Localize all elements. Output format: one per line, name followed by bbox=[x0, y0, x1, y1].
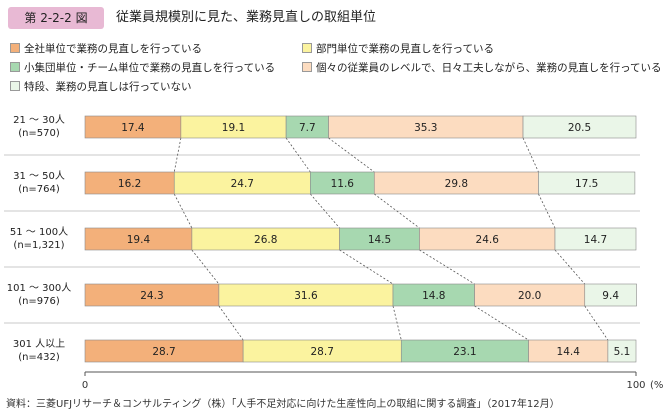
data-label: 11.6 bbox=[331, 178, 355, 190]
data-label: 20.5 bbox=[568, 122, 591, 134]
connector-line bbox=[173, 137, 182, 173]
connector-line bbox=[339, 249, 394, 285]
legend-label: 小集団単位・チーム単位で業務の見直しを行っている bbox=[24, 62, 276, 74]
connector-line bbox=[191, 249, 220, 285]
row-label-line: (n=570) bbox=[18, 128, 60, 139]
connector-line bbox=[554, 249, 586, 285]
figure-number-badge: 第 2-2-2 図 bbox=[8, 7, 104, 29]
data-label: 14.7 bbox=[584, 234, 607, 246]
data-label: 19.1 bbox=[222, 122, 245, 134]
data-label: 35.3 bbox=[414, 122, 437, 134]
legend-item: 全社単位で業務の見直しを行っている bbox=[10, 42, 202, 56]
legend-swatch bbox=[10, 81, 20, 91]
legend-item: 小集団単位・チーム単位で業務の見直しを行っている bbox=[10, 61, 275, 75]
legend-item: 個々の従業員のレベルで、日々工夫しながら、業務の見直しを行っている bbox=[302, 61, 662, 75]
connector-line bbox=[419, 249, 475, 285]
row-label-line: 31 〜 50人 bbox=[13, 171, 65, 182]
legend-label: 特段、業務の見直しは行っていない bbox=[24, 81, 192, 93]
legend-label: 全社単位で業務の見直しを行っている bbox=[24, 43, 202, 55]
data-label: 9.4 bbox=[602, 290, 619, 302]
data-label: 24.3 bbox=[140, 290, 163, 302]
connector-line bbox=[474, 305, 529, 341]
connector-line bbox=[328, 137, 375, 173]
legend-label: 部門単位で業務の見直しを行っている bbox=[316, 43, 494, 55]
bar-segment bbox=[584, 283, 637, 307]
legend-label: 個々の従業員のレベルで、日々工夫しながら、業務の見直しを行っている bbox=[316, 62, 662, 74]
source-note: 資料：三菱UFJリサーチ＆コンサルティング（株）「人手不足対応に向けた生産性向上… bbox=[6, 399, 560, 410]
data-label: 28.7 bbox=[152, 346, 175, 358]
figure-title: 従業員規模別に見た、業務見直しの取組単位 bbox=[116, 10, 377, 25]
data-label: 17.4 bbox=[121, 122, 145, 134]
connector-line bbox=[310, 193, 340, 229]
data-label: 31.6 bbox=[294, 290, 318, 302]
row-label-line: 51 〜 100人 bbox=[9, 227, 69, 238]
row-label: 31 〜 50人 (n=764) bbox=[6, 170, 72, 196]
data-label: 14.8 bbox=[422, 290, 445, 302]
row-label-line: 21 〜 30人 bbox=[13, 115, 65, 126]
bar-segment bbox=[522, 115, 637, 139]
data-label: 28.7 bbox=[311, 346, 334, 358]
data-label: 24.6 bbox=[476, 234, 500, 246]
data-label: 17.5 bbox=[575, 178, 598, 190]
row-label-line: 101 〜 300人 bbox=[6, 283, 72, 294]
row-label-line: (n=1,321) bbox=[13, 240, 65, 251]
row-label: 51 〜 100人 (n=1,321) bbox=[6, 226, 72, 252]
legend-item: 部門単位で業務の見直しを行っている bbox=[302, 42, 494, 56]
data-label: 26.8 bbox=[254, 234, 277, 246]
data-label: 14.5 bbox=[368, 234, 391, 246]
bar-segment bbox=[554, 227, 637, 251]
legend-swatch bbox=[10, 62, 20, 72]
data-label: 5.1 bbox=[614, 346, 631, 358]
legend-swatch bbox=[10, 43, 20, 53]
data-label: 20.0 bbox=[518, 290, 541, 302]
connector-line bbox=[584, 305, 609, 341]
row-label: 21 〜 30人 (n=570) bbox=[6, 114, 72, 140]
bar-segment bbox=[607, 339, 637, 363]
connector-line bbox=[285, 137, 311, 173]
legend-swatch bbox=[302, 43, 312, 53]
data-label: 14.4 bbox=[557, 346, 581, 358]
data-label: 19.4 bbox=[127, 234, 151, 246]
data-label: 23.1 bbox=[453, 346, 476, 358]
data-label: 16.2 bbox=[118, 178, 141, 190]
x-axis-unit: (%) bbox=[650, 380, 664, 391]
data-label: 29.8 bbox=[445, 178, 468, 190]
x-tick-label: 100 bbox=[626, 380, 645, 391]
row-label-line: 301 人以上 bbox=[12, 339, 66, 350]
data-label: 24.7 bbox=[231, 178, 254, 190]
row-label-line: (n=976) bbox=[18, 296, 60, 307]
row-label: 301 人以上 (n=432) bbox=[6, 338, 72, 364]
x-tick-label: 0 bbox=[82, 380, 88, 391]
row-label-line: (n=764) bbox=[18, 184, 60, 195]
data-label: 7.7 bbox=[299, 122, 316, 134]
connector-line bbox=[374, 193, 420, 229]
connector-line bbox=[218, 305, 244, 341]
legend-swatch bbox=[302, 62, 312, 72]
row-label-line: (n=432) bbox=[18, 352, 60, 363]
connector-line bbox=[392, 305, 402, 341]
legend-item: 特段、業務の見直しは行っていない bbox=[10, 80, 191, 94]
bar-segment bbox=[538, 171, 636, 195]
row-label: 101 〜 300人 (n=976) bbox=[6, 282, 72, 308]
